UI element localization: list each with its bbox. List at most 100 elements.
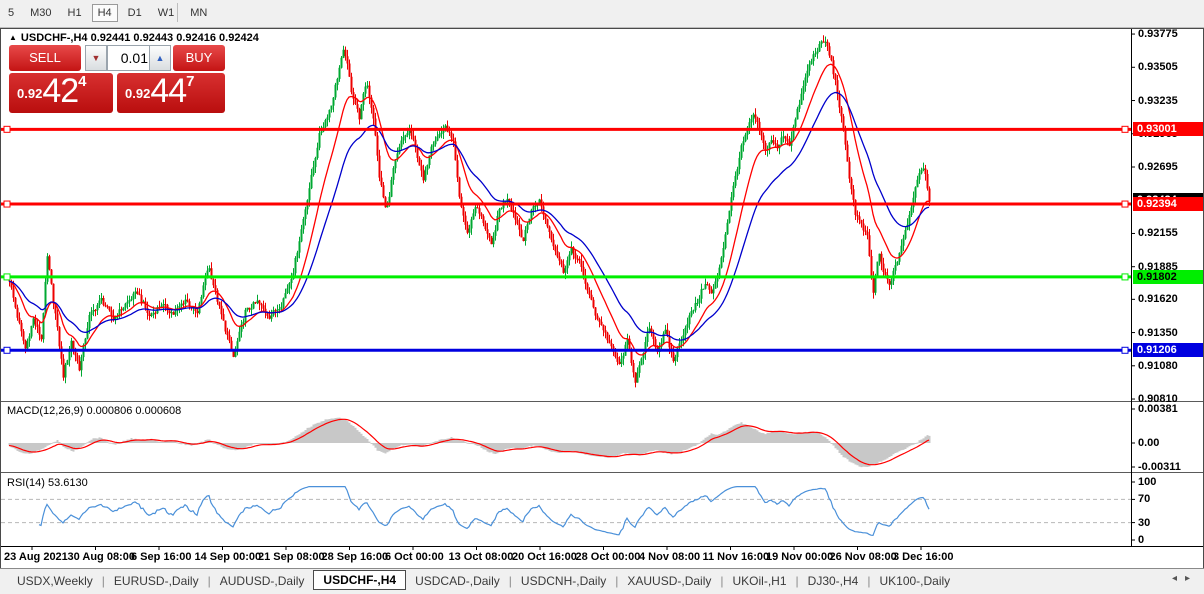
level-line-handle[interactable] <box>1121 273 1129 281</box>
tab-eurusd-daily[interactable]: EURUSD-,Daily <box>113 573 199 588</box>
ma-slow-blue-line <box>8 91 930 341</box>
rsi-axis-tick: 0 <box>1138 534 1145 546</box>
buy-price-sup: 7 <box>186 73 195 90</box>
rsi-label: RSI(14) 53.6130 <box>7 477 88 489</box>
date-axis-label: 20 Oct 16:00 <box>512 551 577 563</box>
date-axis-label: 28 Oct 00:00 <box>575 551 641 563</box>
price-axis-tick: 0.91885 <box>1138 260 1178 273</box>
buy-price-prefix: 0.92 <box>125 86 151 101</box>
timeframe-button-mn[interactable]: MN <box>190 7 208 19</box>
date-axis-label: 26 Nov 08:00 <box>829 551 897 563</box>
tab-separator: | <box>615 573 619 588</box>
date-axis-label: 19 Nov 00:00 <box>766 551 834 563</box>
level-line-handle[interactable] <box>1121 200 1129 208</box>
price-axis-tick: 0.93505 <box>1138 61 1178 74</box>
macd-label: MACD(12,26,9) 0.000806 0.000608 <box>7 405 182 417</box>
timeframe-button-5[interactable]: 5 <box>8 7 15 19</box>
timeframe-button-m30[interactable]: M30 <box>30 7 52 19</box>
timeframe-button-h1[interactable]: H1 <box>67 7 82 19</box>
level-line-handle[interactable] <box>1121 125 1129 133</box>
chart-window: ▲ USDCHF-,H4 0.92441 0.92443 0.92416 0.92… <box>0 28 1204 569</box>
price-axis-tick: 0.90810 <box>1138 393 1178 406</box>
price-axis-tick: 0.91350 <box>1138 326 1178 339</box>
chart-title-text: USDCHF-,H4 0.92441 0.92443 0.92416 0.924… <box>20 32 259 44</box>
level-line-handle[interactable] <box>3 200 11 208</box>
level-price-tag-0.91206: 0.91206 <box>1133 343 1203 358</box>
macd-signal-line <box>8 418 930 466</box>
rsi-axis-tick: 70 <box>1138 493 1151 506</box>
volume-increase-button[interactable]: ▲ <box>149 45 171 71</box>
tab-separator: | <box>508 573 512 588</box>
price-axis-tick: 0.92155 <box>1138 227 1178 240</box>
date-axis-label: 23 Aug 2021 <box>4 551 68 563</box>
rsi-axis-tick: 30 <box>1138 516 1151 529</box>
timeframe-button-d1[interactable]: D1 <box>127 7 142 19</box>
tab-uk100-daily[interactable]: UK100-,Daily <box>879 573 951 588</box>
tab-usdcad-daily[interactable]: USDCAD-,Daily <box>415 573 500 588</box>
level-line-handle[interactable] <box>3 273 11 281</box>
volume-input[interactable]: 0.01 <box>107 45 153 71</box>
tab-ukoil-h1[interactable]: UKOil-,H1 <box>732 573 787 588</box>
buy-button[interactable]: BUY <box>173 45 225 71</box>
level-line-handle[interactable] <box>3 346 11 354</box>
sell-price-big: 42 <box>42 72 79 110</box>
date-axis-label: 11 Nov 16:00 <box>702 551 770 563</box>
level-price-tag-0.93001: 0.93001 <box>1133 122 1203 137</box>
macd-axis-tick: 0.00381 <box>1138 403 1178 415</box>
tab-dj30-h4[interactable]: DJ30-,H4 <box>807 573 859 588</box>
date-axis-label: 13 Oct 08:00 <box>448 551 514 563</box>
tab-usdx-weekly[interactable]: USDX,Weekly <box>17 573 93 588</box>
timeframe-button-w1[interactable]: W1 <box>157 7 175 19</box>
level-line-handle[interactable] <box>3 125 11 133</box>
price-axis-tick: 0.93775 <box>1138 28 1178 41</box>
rsi-line <box>38 486 930 537</box>
candles-bull-bodies <box>26 41 925 383</box>
buy-price-big: 44 <box>150 72 187 110</box>
tab-xauusd-daily[interactable]: XAUUSD-,Daily <box>627 573 712 588</box>
date-axis-label: 6 Oct 00:00 <box>385 551 444 563</box>
volume-decrease-button[interactable]: ▼ <box>85 45 107 71</box>
tab-separator: | <box>720 573 724 588</box>
tab-separator: | <box>207 573 211 588</box>
price-axis-tick: 0.93235 <box>1138 94 1178 107</box>
sell-price-sup: 4 <box>78 73 87 90</box>
toolbar-separator <box>177 3 178 22</box>
chart-canvas[interactable] <box>1 29 1203 566</box>
date-axis-label: 28 Sep 16:00 <box>321 551 389 563</box>
timeframe-toolbar: 5 M30 H1 H4 D1 W1 MN <box>0 0 1204 28</box>
sell-price-box[interactable]: 0.92424 <box>9 72 113 113</box>
tab-usdcnh-daily[interactable]: USDCNH-,Daily <box>520 573 607 588</box>
date-axis-label: 21 Sep 08:00 <box>258 551 325 563</box>
buy-price-box[interactable]: 0.92447 <box>117 72 225 113</box>
sell-button[interactable]: SELL <box>9 45 81 71</box>
tab-audusd-daily[interactable]: AUDUSD-,Daily <box>219 573 305 588</box>
timeframe-button-h4[interactable]: H4 <box>91 4 118 22</box>
date-axis-label: 30 Aug 08:00 <box>67 551 135 563</box>
rsi-axis-tick: 100 <box>1138 476 1157 488</box>
price-axis-tick: 0.92695 <box>1138 160 1178 173</box>
level-price-tag-0.92394: 0.92394 <box>1133 197 1203 212</box>
date-axis-label: 6 Sep 16:00 <box>131 551 192 563</box>
tabs-scroll-left-icon[interactable]: ◂ <box>1171 573 1185 584</box>
level-line-handle[interactable] <box>1121 346 1129 354</box>
ma-fast-red-line <box>8 63 929 356</box>
date-axis-label: 14 Sep 00:00 <box>194 551 262 563</box>
date-axis-label: 3 Dec 16:00 <box>893 551 954 563</box>
tab-separator: | <box>867 573 871 588</box>
chart-title: ▲ USDCHF-,H4 0.92441 0.92443 0.92416 0.92… <box>9 32 259 44</box>
tab-usdchf-h4[interactable]: USDCHF-,H4 <box>313 569 407 590</box>
chart-tabbar: USDX,Weekly | EURUSD-,Daily | AUDUSD-,Daily U… <box>0 568 1204 592</box>
level-price-tag-0.91802: 0.91802 <box>1133 269 1203 284</box>
price-axis-tick: 0.91620 <box>1138 293 1178 306</box>
date-axis-label: 4 Nov 08:00 <box>639 551 701 563</box>
macd-axis-tick: 0.00 <box>1138 437 1160 449</box>
macd-histogram <box>8 417 931 468</box>
collapse-triangle-icon[interactable]: ▲ <box>9 33 17 42</box>
tab-separator: | <box>101 573 105 588</box>
price-axis-tick: 0.91080 <box>1138 359 1178 372</box>
tabs-scroll-right-icon[interactable]: ▸ <box>1184 573 1198 584</box>
sell-price-prefix: 0.92 <box>17 86 43 101</box>
tab-separator: | <box>795 573 799 588</box>
one-click-trade-panel: SELL ▼ 0.01 ▲ BUY 0.92424 0.92447 <box>9 45 225 113</box>
